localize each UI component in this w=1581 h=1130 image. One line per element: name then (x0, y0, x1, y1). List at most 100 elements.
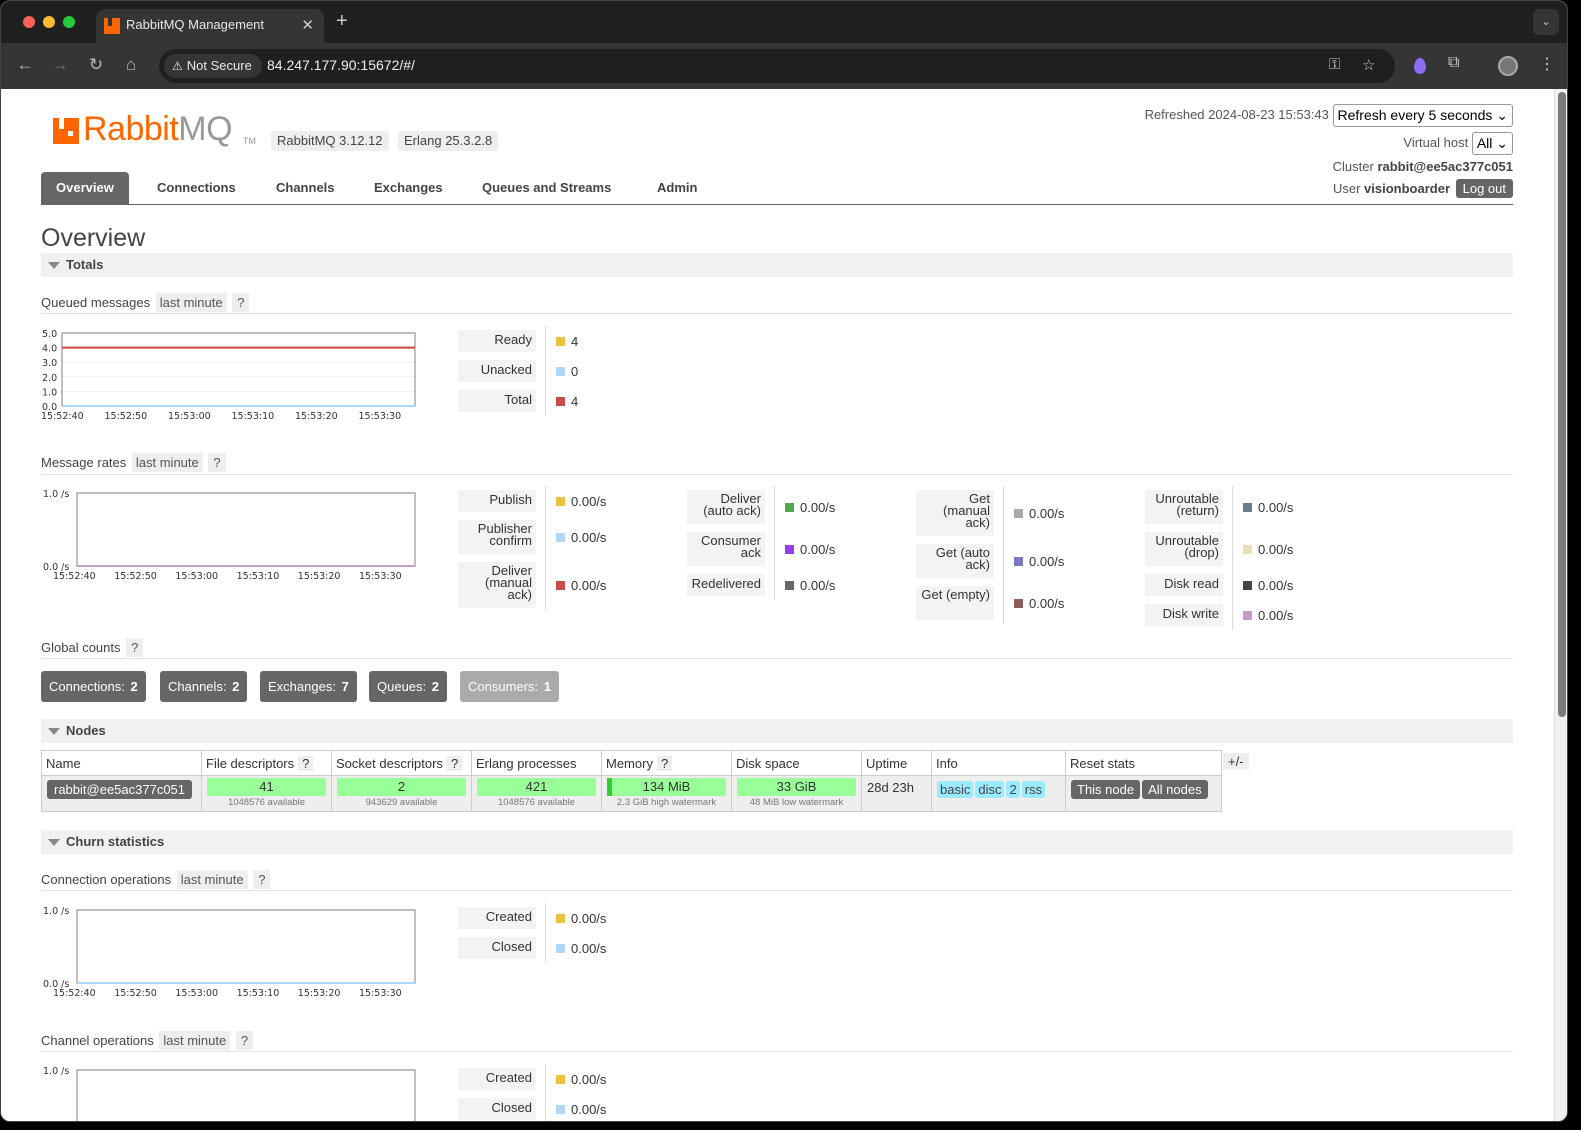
legend-label[interactable]: Disk read (1145, 574, 1223, 596)
global-counts-help-button[interactable]: ? (126, 638, 144, 657)
divider (41, 1051, 1513, 1052)
tab-close-icon[interactable]: ✕ (301, 17, 314, 34)
legend-value-text: 0.00/s (1029, 554, 1065, 569)
chevron-down-icon: ⌄ (1496, 107, 1508, 123)
uptime-value: 28d 23h (867, 780, 914, 795)
chan-ops-help-button[interactable]: ? (235, 1031, 254, 1050)
gc-label: Connections: (49, 679, 125, 694)
legend-label[interactable]: Consumer ack (687, 532, 765, 566)
col-uptime: Uptime (861, 750, 932, 776)
legend-label[interactable]: Get (auto ack) (916, 544, 994, 578)
mem-help-button[interactable]: ? (656, 755, 673, 771)
channel-operations-title: Channel operations last minute ? (41, 1031, 254, 1050)
rates-range-selector[interactable]: last minute (131, 453, 203, 472)
close-window-button[interactable] (23, 16, 35, 28)
minimize-window-button[interactable] (43, 16, 55, 28)
legend-label[interactable]: Disk write (1145, 604, 1223, 626)
tab-search-icon[interactable]: ⌄ (1533, 9, 1559, 35)
col-socket-descriptors: Socket descriptors? (331, 750, 472, 776)
chan-ops-range-selector[interactable]: last minute (159, 1031, 231, 1050)
password-key-icon[interactable]: ⚿ (1329, 56, 1341, 73)
browser-tab[interactable]: RabbitMQ Management ✕ (96, 9, 324, 43)
churn-section-toggle[interactable]: Churn statistics (41, 830, 1513, 854)
extensions-puzzle-icon[interactable]: ⧉ (1448, 54, 1460, 71)
tab-connections[interactable]: Connections (157, 180, 236, 195)
legend-label[interactable]: Get (manual ack) (916, 490, 994, 536)
back-icon[interactable]: ← (16, 55, 34, 74)
tab-queues-and-streams[interactable]: Queues and Streams (482, 180, 612, 195)
legend-label[interactable]: Created (458, 907, 536, 929)
profile-avatar-icon[interactable] (1498, 56, 1518, 76)
exchanges-count-button[interactable]: Exchanges: 7 (260, 671, 357, 702)
scrollbar-thumb[interactable] (1558, 92, 1566, 717)
nodes-section-toggle[interactable]: Nodes (41, 719, 1513, 743)
legend-label[interactable]: Closed (458, 1098, 536, 1120)
logout-button[interactable]: Log out (1455, 179, 1513, 198)
rates-help-button[interactable]: ? (208, 453, 226, 472)
legend-label[interactable]: Unroutable (return) (1145, 490, 1223, 524)
reset-all-nodes-button[interactable]: All nodes (1142, 780, 1208, 799)
legend-label[interactable]: Ready (458, 330, 536, 352)
legend-label[interactable]: Redelivered (687, 574, 765, 596)
url-text[interactable]: 84.247.177.90:15672/#/ (267, 57, 415, 73)
refresh-interval-select[interactable]: Refresh every 5 seconds ⌄ (1332, 104, 1513, 127)
reload-icon[interactable]: ↻ (88, 55, 104, 74)
conn-ops-range-selector[interactable]: last minute (176, 870, 248, 889)
info-cell: basic disc 2 rss (931, 775, 1066, 812)
x-tick-label: 15:53:10 (237, 571, 280, 582)
legend-label[interactable]: Closed (458, 937, 536, 959)
legend-swatch (556, 497, 565, 507)
tab-exchanges[interactable]: Exchanges (374, 180, 443, 195)
consumers-count-button[interactable]: Consumers: 1 (460, 671, 559, 702)
extension-drop-icon[interactable] (1414, 58, 1426, 74)
refreshed-label: Refreshed (1144, 106, 1205, 122)
not-secure-chip[interactable]: ⚠ Not Secure (164, 54, 262, 78)
not-secure-label: Not Secure (186, 58, 252, 73)
node-name-link[interactable]: rabbit@ee5ac377c051 (47, 780, 193, 799)
nodes-section-label: Nodes (66, 723, 106, 738)
legend-label[interactable]: Unroutable (drop) (1145, 532, 1223, 566)
vhost-label: Virtual host (1403, 134, 1469, 150)
tab-overview[interactable]: Overview (41, 172, 129, 204)
totals-section-toggle[interactable]: Totals (41, 253, 1513, 277)
legend-swatch (556, 533, 565, 543)
tab-channels[interactable]: Channels (276, 180, 335, 195)
sd-help-button[interactable]: ? (446, 755, 463, 771)
y-tick-label: 1.0 /s (43, 906, 69, 917)
queues-count-button[interactable]: Queues: 2 (369, 671, 448, 702)
legend-label[interactable]: Publisher confirm (458, 520, 536, 554)
legend-label[interactable]: Unacked (458, 360, 536, 382)
legend-label[interactable]: Deliver (auto ack) (687, 490, 765, 524)
tab-admin[interactable]: Admin (657, 180, 698, 195)
legend-label[interactable]: Publish (458, 490, 536, 512)
legend-value-text: 0.00/s (571, 1072, 607, 1087)
bookmark-star-icon[interactable]: ☆ (1362, 57, 1376, 74)
browser-menu-icon[interactable]: ⋮ (1539, 56, 1555, 73)
connections-count-button[interactable]: Connections: 2 (41, 671, 146, 702)
new-tab-icon[interactable]: + (336, 10, 348, 32)
fd-help-button[interactable]: ? (298, 755, 314, 771)
conn-ops-help-button[interactable]: ? (253, 870, 271, 889)
col-file-descriptors: File descriptors? (201, 750, 332, 776)
legend-label[interactable]: Created (458, 1068, 536, 1090)
address-bar[interactable]: ⚠ Not Secure 84.247.177.90:15672/#/ ⚿ ☆ (159, 49, 1395, 83)
home-icon[interactable]: ⌂ (125, 55, 137, 74)
page-content: RabbitMQ TM RabbitMQ 3.12.12 Erlang 25.3… (1, 89, 1554, 1121)
x-tick-label: 15:52:50 (114, 988, 157, 999)
legend-label[interactable]: Deliver (manual ack) (458, 562, 536, 608)
queued-help-button[interactable]: ? (232, 293, 250, 312)
divider (41, 474, 1513, 475)
forward-icon[interactable]: → (51, 55, 69, 74)
columns-toggle-button[interactable]: +/- (1223, 753, 1249, 770)
vhost-select[interactable]: All ⌄ (1471, 132, 1513, 155)
y-tick-label: 2.0 (42, 373, 57, 384)
page-scrollbar[interactable] (1554, 89, 1567, 1121)
channels-count-button[interactable]: Channels: 2 (160, 671, 248, 702)
erl-note: 1048576 available (497, 797, 576, 808)
maximize-window-button[interactable] (63, 16, 75, 28)
queued-range-selector[interactable]: last minute (155, 293, 227, 312)
legend-label[interactable]: Total (458, 390, 536, 412)
rabbitmq-logo-icon (53, 118, 79, 144)
reset-this-node-button[interactable]: This node (1071, 780, 1141, 799)
legend-label[interactable]: Get (empty) (916, 586, 994, 620)
